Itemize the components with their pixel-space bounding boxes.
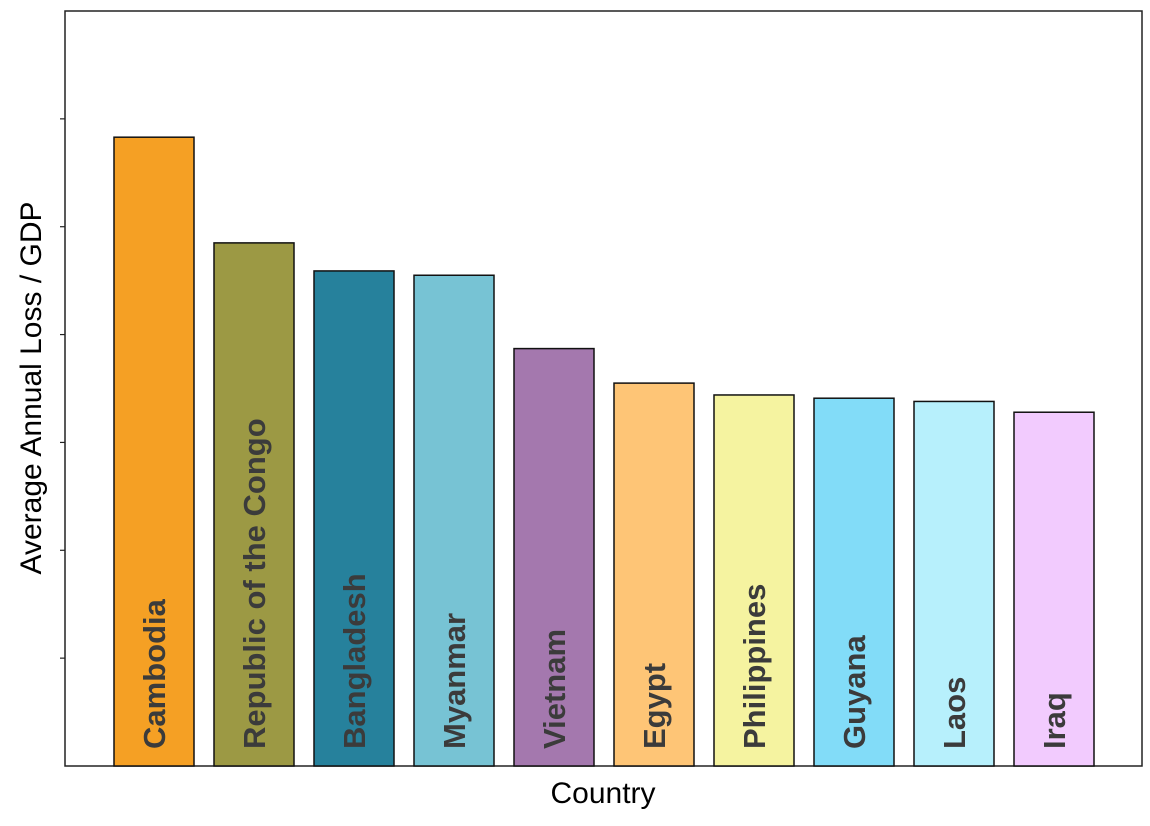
bar-cambodia — [113, 136, 195, 767]
bar-republic-of-the-congo — [213, 242, 295, 767]
bar-myanmar — [413, 274, 495, 767]
bar-label-laos: Laos — [937, 677, 972, 749]
bar-label-republic-of-the-congo: Republic of the Congo — [237, 418, 272, 749]
bars — [113, 136, 1095, 767]
bar-label-cambodia: Cambodia — [137, 598, 172, 749]
y-axis-title: Average Annual Loss / GDP — [15, 201, 48, 574]
bar-laos — [913, 400, 995, 767]
bar-egypt — [613, 382, 695, 767]
bar-labels: Cambodia Republic of the Congo Bangladesh M… — [137, 418, 1072, 749]
bar-vietnam — [513, 347, 595, 767]
bar-guyana — [813, 397, 895, 767]
y-axis-ticks — [60, 118, 65, 659]
x-axis-title: Country — [550, 777, 655, 810]
bar-label-vietnam: Vietnam — [537, 629, 572, 749]
plot-frame — [64, 10, 1143, 767]
bar-bangladesh — [313, 270, 395, 767]
bar-label-bangladesh: Bangladesh — [337, 573, 372, 749]
bar-label-philippines: Philippines — [737, 584, 772, 749]
bar-label-guyana: Guyana — [837, 635, 872, 749]
bar-label-iraq: Iraq — [1037, 692, 1072, 749]
bar-philippines — [713, 394, 795, 767]
bar-iraq — [1013, 411, 1095, 767]
bar-label-myanmar: Myanmar — [437, 613, 472, 749]
bar-label-egypt: Egypt — [637, 663, 672, 749]
